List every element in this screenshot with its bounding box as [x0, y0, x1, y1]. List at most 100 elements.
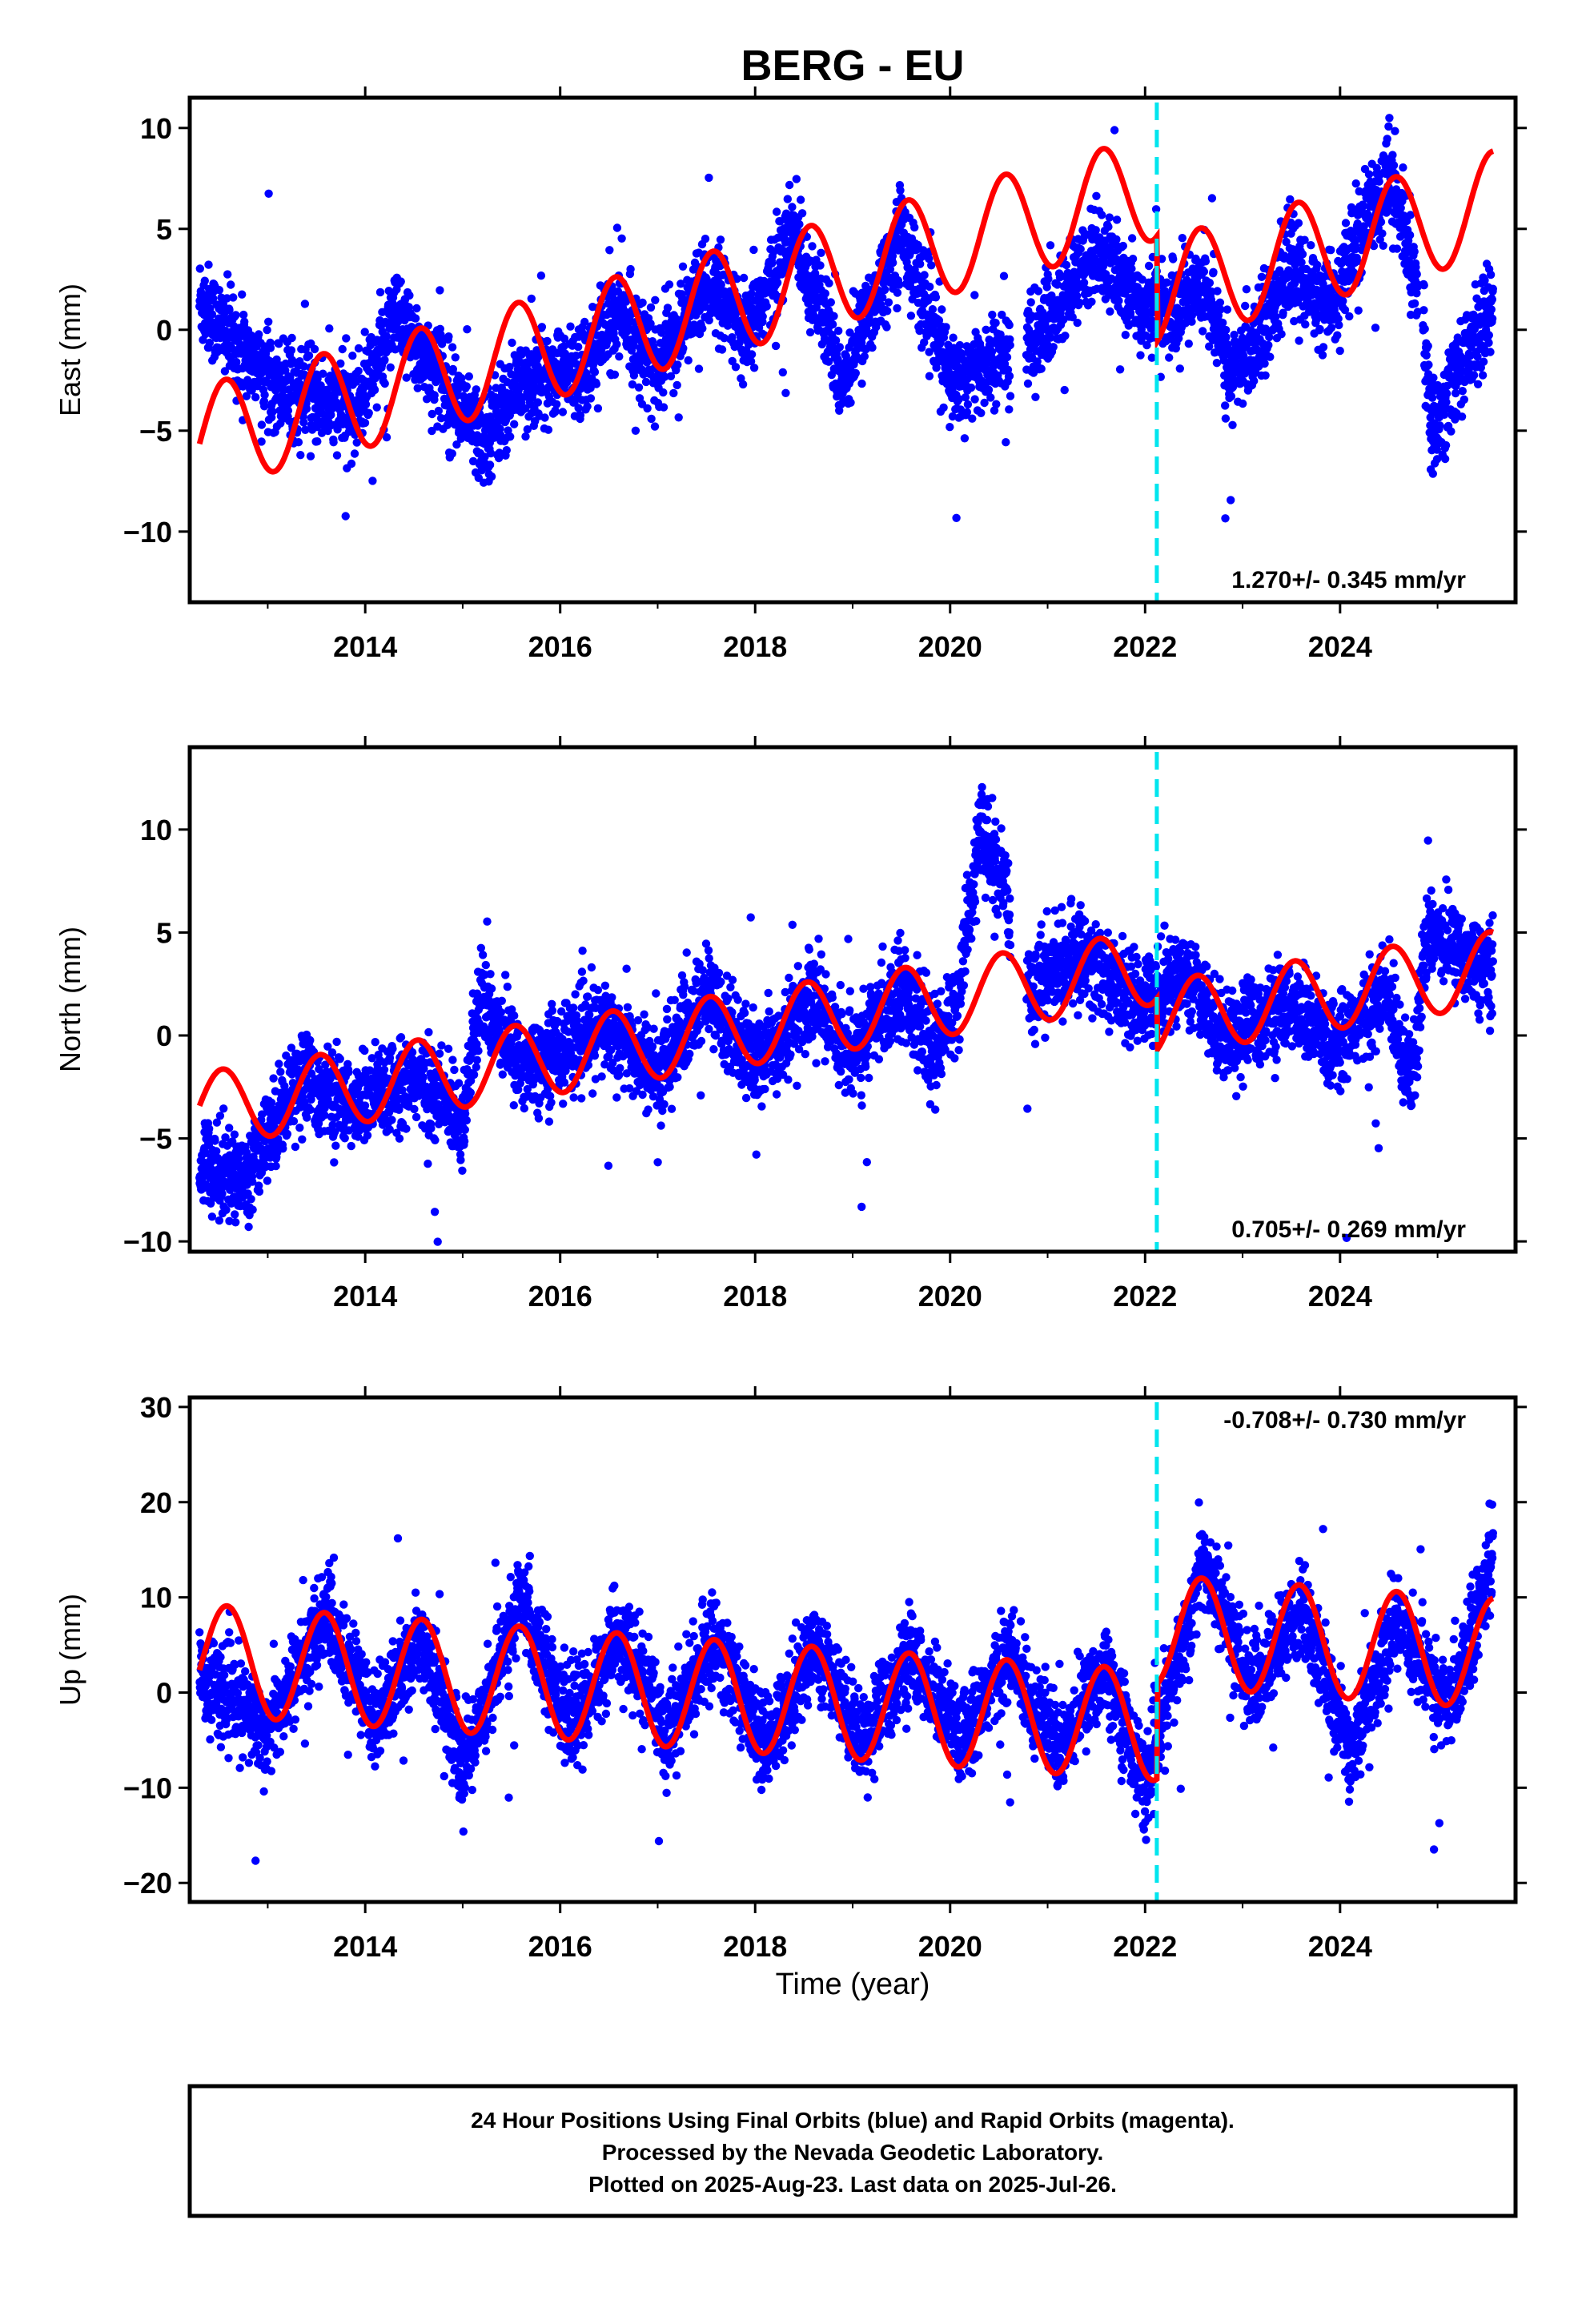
data-point: [1473, 380, 1483, 388]
data-point: [361, 400, 371, 409]
data-point: [999, 271, 1009, 280]
data-point: [342, 334, 351, 343]
data-point: [1486, 270, 1496, 279]
data-point: [586, 394, 596, 403]
data-point: [1221, 401, 1230, 410]
data-point: [402, 373, 411, 382]
data-point: [1223, 305, 1232, 314]
data-point: [758, 312, 767, 321]
data-point: [666, 372, 676, 380]
data-point: [1488, 284, 1498, 293]
data-point: [1219, 318, 1227, 328]
data-point: [360, 418, 370, 428]
data-point: [1006, 340, 1014, 350]
data-point: [1110, 126, 1119, 135]
data-point: [679, 344, 688, 353]
data-point: [1112, 235, 1121, 244]
data-point: [1092, 191, 1101, 200]
data-point: [1221, 514, 1230, 523]
data-point: [1104, 223, 1113, 231]
data-point: [1379, 241, 1387, 250]
data-point: [893, 304, 901, 313]
data-point: [505, 363, 514, 372]
data-point: [283, 406, 293, 415]
data-point: [938, 305, 946, 314]
data-point: [200, 276, 209, 285]
data-point: [684, 356, 693, 365]
data-point: [260, 402, 269, 411]
data-point: [364, 408, 373, 417]
data-point: [302, 404, 311, 413]
data-points: [195, 114, 1498, 523]
data-point: [650, 422, 660, 431]
data-point: [868, 343, 877, 352]
data-point: [1136, 351, 1145, 360]
data-point: [1127, 234, 1137, 243]
data-point: [527, 294, 536, 304]
data-point: [1351, 179, 1360, 188]
data-point: [1392, 244, 1402, 253]
data-point: [663, 304, 673, 312]
data-point: [272, 355, 281, 364]
data-point: [669, 388, 678, 398]
data-point: [829, 312, 838, 320]
data-point: [1478, 371, 1488, 380]
data-point: [260, 390, 269, 400]
data-point: [543, 336, 552, 346]
data-point: [576, 411, 585, 420]
data-point: [301, 425, 310, 434]
data-point: [348, 352, 357, 360]
data-point: [313, 374, 322, 384]
data-point: [444, 332, 453, 341]
data-point: [219, 300, 228, 308]
data-point: [560, 334, 569, 343]
data-point: [506, 432, 515, 441]
data-point: [1298, 250, 1307, 259]
data-point: [634, 383, 644, 392]
data-point: [1484, 331, 1494, 340]
data-point: [354, 367, 363, 376]
data-point: [991, 319, 1000, 328]
data-point: [1049, 343, 1058, 352]
data-point: [347, 459, 356, 468]
data-point: [1458, 387, 1468, 396]
data-point: [313, 437, 322, 446]
data-point: [1427, 393, 1437, 402]
data-point: [1061, 332, 1070, 340]
data-point: [1044, 275, 1053, 283]
data-point: [1106, 307, 1114, 316]
x-tick-label: 2020: [918, 630, 982, 663]
data-point: [218, 1189, 227, 1198]
data-point: [651, 296, 660, 304]
y-axis-label: East (mm): [54, 283, 86, 416]
data-point: [1026, 298, 1035, 307]
data-point: [1239, 399, 1247, 408]
data-point: [673, 380, 681, 390]
data-point: [927, 261, 936, 270]
data-point: [227, 280, 235, 289]
data-point: [1307, 241, 1315, 250]
data-point: [1345, 312, 1354, 321]
data-point: [207, 1212, 217, 1221]
data-point: [672, 315, 681, 324]
data-point: [694, 364, 704, 373]
data-point: [238, 290, 247, 299]
data-point: [1412, 270, 1421, 279]
data-point: [1327, 246, 1335, 255]
data-point: [1228, 420, 1237, 429]
data-point: [1333, 331, 1342, 340]
data-point: [306, 452, 315, 460]
data-point: [1209, 267, 1218, 276]
data-point: [300, 300, 310, 308]
data-point: [946, 423, 954, 432]
data-point: [988, 310, 997, 320]
data-point: [294, 438, 303, 447]
data-point: [411, 314, 420, 323]
data-point: [960, 434, 970, 443]
data-point: [646, 320, 655, 328]
data-point: [1250, 376, 1259, 385]
data-point: [1118, 241, 1128, 251]
data-point: [1169, 255, 1178, 263]
